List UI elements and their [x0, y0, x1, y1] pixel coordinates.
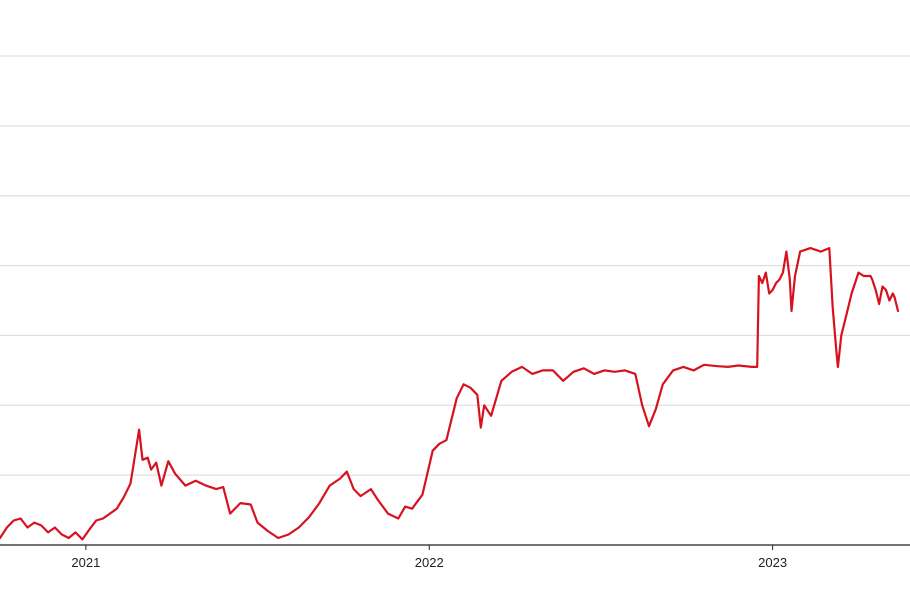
- x-tick-label-2: 2023: [758, 555, 787, 570]
- x-tick-label-1: 2022: [415, 555, 444, 570]
- series: [0, 247, 900, 541]
- x-axis: 2021 2022 2023: [0, 544, 910, 570]
- series-line-0: [0, 247, 900, 541]
- gridlines: [0, 55, 910, 476]
- x-tick-label-0: 2021: [71, 555, 100, 570]
